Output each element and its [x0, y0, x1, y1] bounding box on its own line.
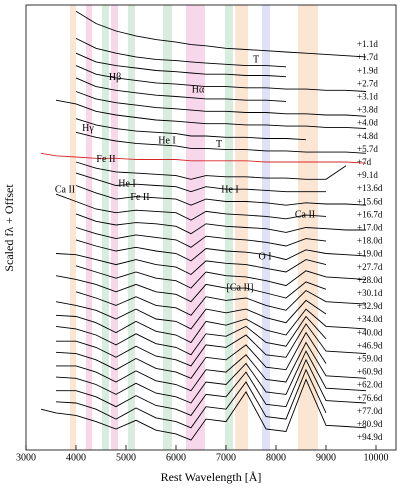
line-annotation: T — [216, 139, 222, 150]
epoch-label: +28.0d — [357, 275, 383, 285]
y-axis-label: Scaled fλ + Offset — [2, 184, 16, 272]
spectrum — [55, 331, 327, 379]
spectrum — [75, 161, 347, 180]
spectrum — [75, 265, 367, 289]
epoch-label: +1.9d — [357, 65, 378, 75]
line-region — [262, 5, 270, 450]
line-annotation: O I — [258, 251, 271, 262]
epoch-label: +19.0d — [357, 249, 383, 259]
epoch-label: +7d — [357, 157, 372, 167]
epoch-label: +3.1d — [357, 91, 378, 101]
spectrum — [56, 323, 367, 367]
spectrum — [75, 37, 287, 68]
epoch-label: +46.9d — [357, 340, 383, 350]
x-tick-label: 6000 — [166, 452, 186, 463]
line-region — [70, 5, 76, 450]
spectrum — [55, 193, 327, 221]
line-annotation: Hα — [192, 85, 205, 96]
epoch-label: +4.8d — [357, 131, 378, 141]
epoch-label: +30.1d — [357, 288, 383, 298]
spectrum — [75, 239, 367, 262]
spectrum — [55, 275, 327, 303]
line-annotation: [Ca II] — [227, 282, 254, 293]
x-tick-label: 10000 — [364, 452, 389, 463]
line-annotation: Hβ — [109, 72, 121, 83]
line-region — [225, 5, 233, 450]
epoch-label: +76.6d — [357, 393, 383, 403]
epoch-label: +4.0d — [357, 118, 378, 128]
spectrum — [75, 118, 307, 141]
spectrum — [55, 299, 327, 330]
spectrum — [55, 315, 327, 356]
spectrum — [75, 213, 366, 235]
x-tick-label: 8000 — [266, 452, 286, 463]
epoch-label: +1.1d — [357, 39, 378, 49]
line-region — [102, 5, 109, 450]
epoch-label: +9.1d — [357, 170, 378, 180]
spectrum — [55, 253, 327, 276]
x-tick-label: 5000 — [116, 452, 136, 463]
line-region — [163, 5, 172, 450]
spectrum — [55, 99, 367, 130]
spectrum — [75, 172, 326, 193]
line-annotation: Fe II — [96, 154, 115, 165]
epoch-label: +40.0d — [357, 327, 383, 337]
epoch-label: +13.6d — [357, 183, 383, 193]
epoch-label: +18.0d — [357, 236, 383, 246]
spectrum — [75, 77, 287, 102]
epoch-label: +1.7d — [357, 52, 378, 62]
spectrum — [55, 368, 327, 429]
epoch-label: +77.0d — [357, 406, 383, 416]
epoch-label: +94.9d — [357, 432, 383, 442]
x-tick-label: 4000 — [66, 452, 86, 463]
epoch-label: +34.0d — [357, 314, 383, 324]
epoch-label: +32.9d — [357, 301, 383, 311]
spectrum — [56, 341, 367, 392]
epoch-label: +60.9d — [357, 367, 383, 377]
line-annotation: Fe II — [130, 192, 149, 203]
plot-frame — [25, 4, 397, 451]
epoch-label: +80.9d — [357, 419, 383, 429]
spectrum — [40, 378, 367, 441]
line-annotation: Ca II — [295, 209, 315, 220]
x-tick-label: 7000 — [216, 452, 236, 463]
spectrum — [55, 350, 367, 404]
epoch-label: +16.7d — [357, 209, 383, 219]
spectrum — [75, 52, 287, 78]
spectrum — [75, 131, 367, 154]
line-region — [111, 5, 118, 450]
epoch-label: +3.8d — [357, 105, 378, 115]
spectrum — [56, 358, 367, 416]
line-annotation: He I — [221, 185, 239, 196]
epoch-label: +62.0d — [357, 380, 383, 390]
spectrum — [75, 289, 367, 316]
line-region — [128, 5, 135, 450]
line-annotation: He I — [118, 179, 136, 190]
spectrum — [40, 152, 367, 164]
x-tick-label: 9000 — [316, 452, 336, 463]
epoch-label: +27.7d — [357, 262, 383, 272]
epoch-label: +17.0d — [357, 222, 383, 232]
x-axis-label: Rest Wavelength [Å] — [161, 470, 262, 484]
line-annotation: T — [253, 54, 259, 65]
spectrum — [75, 91, 367, 117]
line-annotation: He I — [158, 135, 176, 146]
line-annotation: Ca II — [55, 185, 75, 196]
x-tick-label: 3000 — [16, 452, 36, 463]
epoch-label: +5.7d — [357, 144, 378, 154]
spectrum — [55, 308, 367, 344]
epoch-label: +15.6d — [357, 196, 383, 206]
spectrum — [75, 65, 367, 92]
epoch-label: +59.0d — [357, 353, 383, 363]
line-annotation: Hγ — [82, 123, 94, 134]
line-region — [86, 5, 92, 450]
spectrum — [75, 227, 327, 248]
line-region — [186, 5, 205, 450]
epoch-label: +2.7d — [357, 78, 378, 88]
spectrum — [75, 10, 367, 58]
spectrum — [75, 185, 367, 206]
